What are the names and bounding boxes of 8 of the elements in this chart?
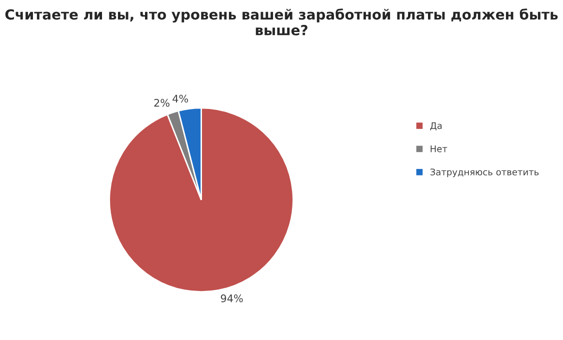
pie-slice [108,107,294,293]
chart-title: Считаете ли вы, что уровень вашей заработной платы должен быть выше? [5,8,558,36]
data-label: 2% [154,98,170,107]
legend-label: Нет [430,146,448,152]
legend-label: Затрудняюсь ответить [430,168,539,178]
data-label: 94% [220,294,243,302]
legend-label: Да [430,122,442,130]
data-label: 4% [172,94,188,103]
